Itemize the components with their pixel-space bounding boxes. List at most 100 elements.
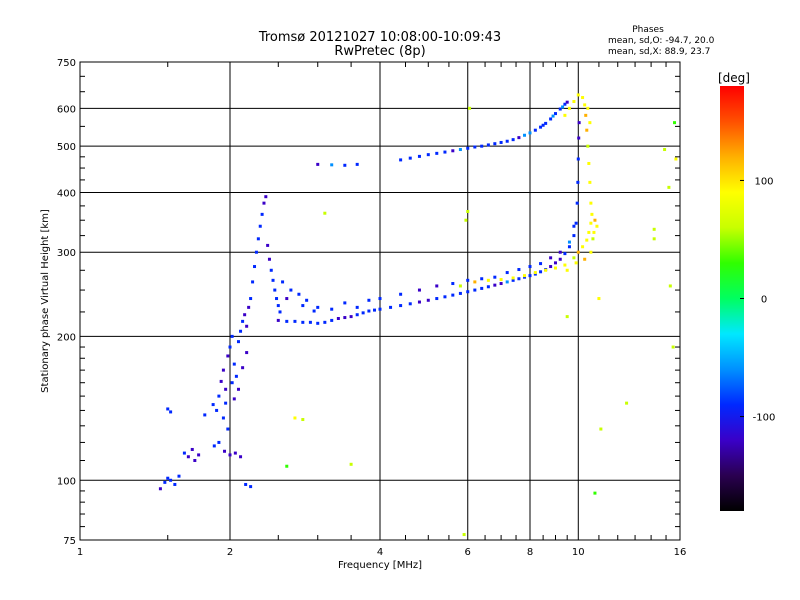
data-point [549,265,553,269]
data-point [541,123,545,127]
data-point [533,128,537,132]
colorbar-ticks: 100 0 -100 [740,176,775,424]
data-point [193,458,197,462]
data-point [285,319,289,323]
y-tick-label: 750 [57,58,76,69]
data-point [539,125,543,129]
data-point [258,224,262,228]
data-point [276,318,280,322]
y-tick-label: 75 [63,536,76,547]
data-point [378,307,382,311]
data-point [533,272,537,276]
plot-frame [79,61,681,541]
data-point [565,100,569,104]
data-point [228,345,232,349]
data-point [563,263,567,267]
data-point [523,274,527,278]
data-point [572,100,576,104]
data-point [561,105,565,109]
data-point [576,157,580,161]
data-point [355,305,359,309]
x-tick-label: 2 [227,547,233,558]
data-point [588,180,592,184]
data-point [589,250,593,254]
data-point [493,142,497,146]
data-point [667,185,671,189]
data-point [563,252,567,256]
data-point [264,195,268,199]
data-point [230,381,234,385]
data-point [305,298,309,302]
data-point [574,261,578,265]
data-point [595,224,599,228]
data-point [219,379,223,383]
data-point [254,250,258,254]
data-point [558,257,562,261]
data-point [361,311,365,315]
data-point [417,288,421,292]
data-point [480,144,484,148]
stats-line-o: mean, sd,O: -94.7, 20.0 [608,36,715,46]
data-point [330,163,334,167]
data-point [586,106,590,110]
data-point [435,284,439,288]
data-point [251,280,255,284]
data-point [528,274,532,278]
data-point [567,240,571,244]
data-point [466,290,470,294]
data-point [217,440,221,444]
data-point [575,201,579,205]
data-point [572,224,576,228]
data-point [523,275,527,279]
data-point [203,413,207,417]
data-point [577,121,581,125]
data-point [241,319,245,323]
data-point [243,313,247,317]
data-point [581,245,585,249]
data-point [232,397,236,401]
data-point [355,162,359,166]
x-tick-label: 1 [77,547,83,558]
data-point [224,401,228,405]
data-point [169,410,173,414]
data-point [565,268,569,272]
data-point [451,149,455,153]
data-point [343,316,347,320]
data-point [234,374,238,378]
data-point [399,292,403,296]
data-point [584,113,588,117]
data-point [528,265,532,269]
data-point [275,297,279,301]
data-point [511,278,515,282]
data-point [373,308,377,312]
data-point [308,320,312,324]
data-point [276,304,280,308]
data-point [473,288,477,292]
data-point [588,121,592,125]
colorbar-tick-label: 0 [761,295,767,306]
data-point [544,268,548,272]
data-point [466,210,470,214]
data-point [451,282,455,286]
data-point [576,93,580,97]
data-point [233,451,237,455]
data-point [581,96,585,100]
data-point [236,387,240,391]
colorbar-label: [deg] [718,71,750,85]
data-point [230,334,234,338]
data-point [267,257,271,261]
y-tick-label: 600 [57,104,76,115]
data-point [244,482,248,486]
data-point [278,310,282,314]
data-point [228,453,232,457]
data-point [435,297,439,301]
data-point [466,146,470,150]
data-point [511,138,515,142]
data-point [462,533,466,537]
data-point [523,133,527,137]
data-point [408,156,412,160]
data-point [349,462,353,466]
data-point [583,103,587,107]
data-point [493,283,497,287]
data-point [652,227,656,231]
